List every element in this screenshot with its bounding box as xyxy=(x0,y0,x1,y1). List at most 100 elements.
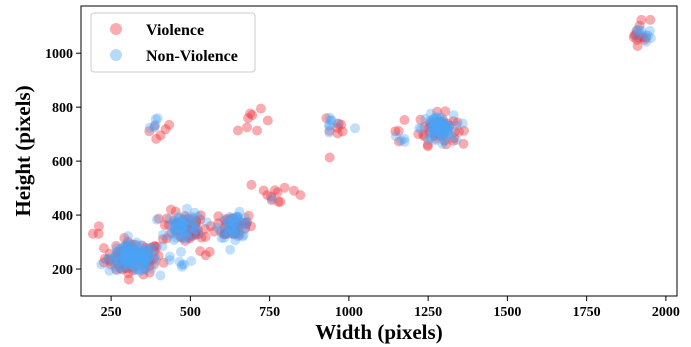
data-point-non-violence xyxy=(430,120,441,131)
data-point-non-violence xyxy=(216,233,227,244)
data-point-non-violence xyxy=(123,243,134,254)
data-point-non-violence xyxy=(172,229,183,240)
data-point-violence xyxy=(153,213,164,224)
data-point-non-violence xyxy=(224,219,235,230)
data-point-non-violence xyxy=(444,122,455,132)
data-point-non-violence xyxy=(132,252,143,263)
data-point-violence xyxy=(427,119,437,129)
data-point-violence xyxy=(93,228,104,239)
data-point-non-violence xyxy=(113,256,124,267)
data-point-violence xyxy=(219,229,230,239)
data-point-violence xyxy=(628,32,639,43)
data-point-non-violence xyxy=(119,255,130,266)
data-point-violence xyxy=(246,179,257,190)
data-point-violence xyxy=(145,256,156,267)
data-point-non-violence xyxy=(131,240,142,251)
data-point-non-violence xyxy=(188,220,199,231)
data-point-non-violence xyxy=(435,122,445,133)
data-point-violence xyxy=(182,222,193,233)
data-point-non-violence xyxy=(396,135,407,146)
data-point-non-violence xyxy=(429,117,440,128)
data-point-non-violence xyxy=(428,113,439,124)
data-point-non-violence xyxy=(120,248,131,259)
data-point-non-violence xyxy=(141,256,152,267)
data-point-non-violence xyxy=(171,232,181,243)
data-point-non-violence xyxy=(427,125,438,136)
data-point-non-violence xyxy=(181,217,192,228)
data-point-non-violence xyxy=(238,230,249,241)
data-point-violence xyxy=(221,229,231,240)
data-point-violence xyxy=(190,220,201,231)
legend-box xyxy=(90,12,256,73)
data-point-violence xyxy=(393,136,404,147)
data-point-non-violence xyxy=(420,114,431,124)
data-point-non-violence xyxy=(442,120,453,131)
data-point-violence xyxy=(196,232,207,243)
data-point-non-violence xyxy=(240,213,251,223)
data-point-violence xyxy=(170,225,181,236)
data-point-violence xyxy=(183,213,194,224)
data-point-non-violence xyxy=(122,240,133,251)
data-point-non-violence xyxy=(139,257,150,268)
data-point-non-violence xyxy=(436,112,447,123)
data-point-non-violence xyxy=(231,212,241,223)
data-point-non-violence xyxy=(431,112,442,123)
data-point-non-violence xyxy=(140,244,151,255)
data-point-violence xyxy=(630,29,641,40)
data-point-non-violence xyxy=(426,131,436,142)
data-point-non-violence xyxy=(110,261,121,272)
data-point-non-violence xyxy=(117,261,128,272)
data-point-non-violence xyxy=(142,244,153,255)
data-point-violence xyxy=(242,217,253,228)
data-point-non-violence xyxy=(176,261,187,272)
data-point-non-violence xyxy=(133,253,144,264)
data-point-non-violence xyxy=(137,249,148,260)
data-point-violence xyxy=(324,152,335,163)
data-point-non-violence xyxy=(332,118,343,129)
data-point-non-violence xyxy=(228,217,239,228)
data-point-violence xyxy=(184,233,195,244)
data-point-non-violence xyxy=(175,220,186,231)
data-point-violence xyxy=(168,215,179,226)
data-point-violence xyxy=(430,133,441,144)
data-point-violence xyxy=(234,227,245,237)
data-point-violence xyxy=(137,240,148,251)
data-point-violence xyxy=(243,113,254,124)
data-point-violence xyxy=(159,220,170,231)
data-point-violence xyxy=(336,119,347,130)
data-point-non-violence xyxy=(127,260,138,271)
data-point-non-violence xyxy=(443,121,454,132)
data-point-non-violence xyxy=(111,247,122,258)
data-point-non-violence xyxy=(129,249,140,260)
data-point-violence xyxy=(232,216,243,227)
data-point-violence xyxy=(439,126,450,137)
data-point-non-violence xyxy=(127,256,138,267)
data-point-violence xyxy=(132,251,143,261)
data-point-non-violence xyxy=(111,243,122,254)
data-point-violence xyxy=(434,119,444,129)
data-point-non-violence xyxy=(426,126,437,137)
data-point-non-violence xyxy=(433,120,444,131)
data-point-non-violence xyxy=(119,241,129,252)
data-point-non-violence xyxy=(136,256,147,267)
data-point-violence xyxy=(435,116,445,127)
data-point-non-violence xyxy=(177,224,188,235)
data-point-violence xyxy=(162,213,172,224)
data-point-violence xyxy=(438,119,449,130)
data-point-non-violence xyxy=(439,126,450,137)
data-point-non-violence xyxy=(179,230,190,241)
data-point-violence xyxy=(123,274,134,285)
data-point-violence xyxy=(422,141,433,152)
data-point-non-violence xyxy=(193,211,204,222)
data-point-violence xyxy=(247,110,258,121)
data-point-non-violence xyxy=(226,216,237,227)
data-point-non-violence xyxy=(179,227,190,238)
data-point-violence xyxy=(112,246,123,257)
data-point-non-violence xyxy=(432,119,443,130)
data-point-non-violence xyxy=(235,220,245,231)
data-point-non-violence xyxy=(130,246,141,257)
data-point-non-violence xyxy=(138,259,149,270)
data-point-violence xyxy=(160,124,171,135)
data-point-violence xyxy=(190,228,201,239)
data-point-non-violence xyxy=(223,216,234,227)
